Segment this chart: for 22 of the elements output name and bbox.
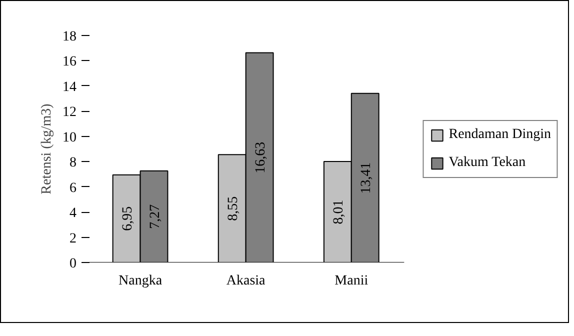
y-tick-label: 0 <box>70 256 76 272</box>
data-label: 16,63 <box>254 142 269 174</box>
y-tick-label: 4 <box>70 206 76 222</box>
data-label: 7,27 <box>148 204 163 229</box>
data-label: 13,41 <box>359 162 374 194</box>
legend-label: Vakum Tekan <box>448 154 526 170</box>
y-tick-label: 12 <box>62 105 76 120</box>
y-tick-label: 14 <box>62 80 76 95</box>
y-tick-label: 10 <box>62 130 76 146</box>
y-axis-title: Retensi (kg/m3) <box>40 103 54 194</box>
y-tick-label: 8 <box>70 156 76 171</box>
data-label: 8,01 <box>332 200 347 224</box>
legend-label: Rendaman Dingin <box>448 126 551 142</box>
x-tick-label: Nangka <box>118 274 163 288</box>
y-tick-label: 18 <box>62 30 76 44</box>
y-tick-label: 6 <box>70 180 76 196</box>
y-tick-label: 2 <box>70 231 76 246</box>
data-label: 8,55 <box>226 196 242 221</box>
x-tick-label: Akasia <box>226 274 266 288</box>
data-label: 6,95 <box>120 206 136 231</box>
x-tick-label: Manii <box>334 274 368 288</box>
y-tick-label: 16 <box>62 54 76 70</box>
